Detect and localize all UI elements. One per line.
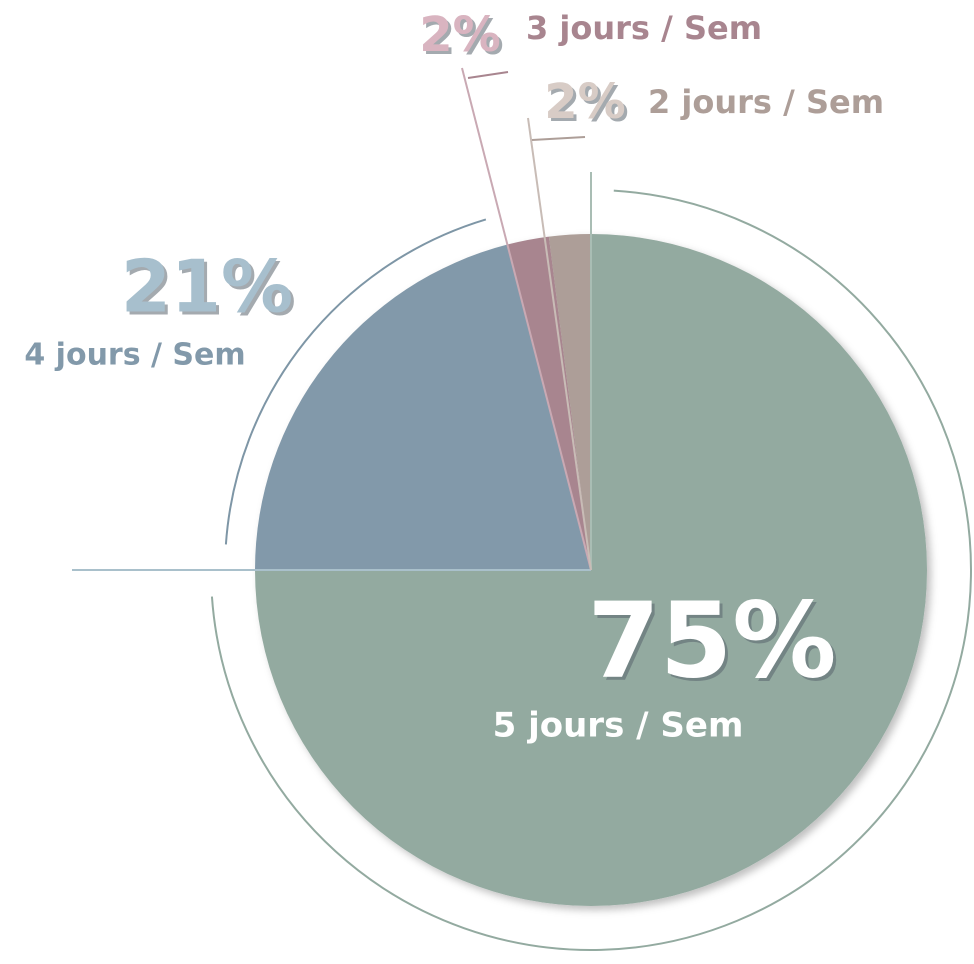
labels: 75% 5 jours / Sem 21% 4 jours / Sem 2% 3 jour…: [24, 7, 884, 746]
category-label: 2 jours / Sem: [648, 83, 884, 121]
leader-tick: [531, 136, 586, 141]
value-label: 75%: [588, 579, 837, 701]
outer-arc: [224, 218, 487, 545]
outer-arc: [210, 189, 972, 951]
value-label: 2%: [419, 7, 501, 63]
leader-line: [527, 117, 592, 571]
pie-slice: [548, 234, 591, 570]
leader-tick: [467, 71, 509, 79]
category-label: 4 jours / Sem: [24, 338, 245, 373]
value-label: 2%: [544, 74, 626, 130]
pie-slice: [255, 244, 591, 570]
category-label: 5 jours / Sem: [493, 706, 744, 746]
decorations: [72, 67, 972, 951]
leader-line: [461, 67, 592, 571]
category-label: 3 jours / Sem: [526, 9, 762, 47]
value-label: 21%: [121, 245, 293, 329]
